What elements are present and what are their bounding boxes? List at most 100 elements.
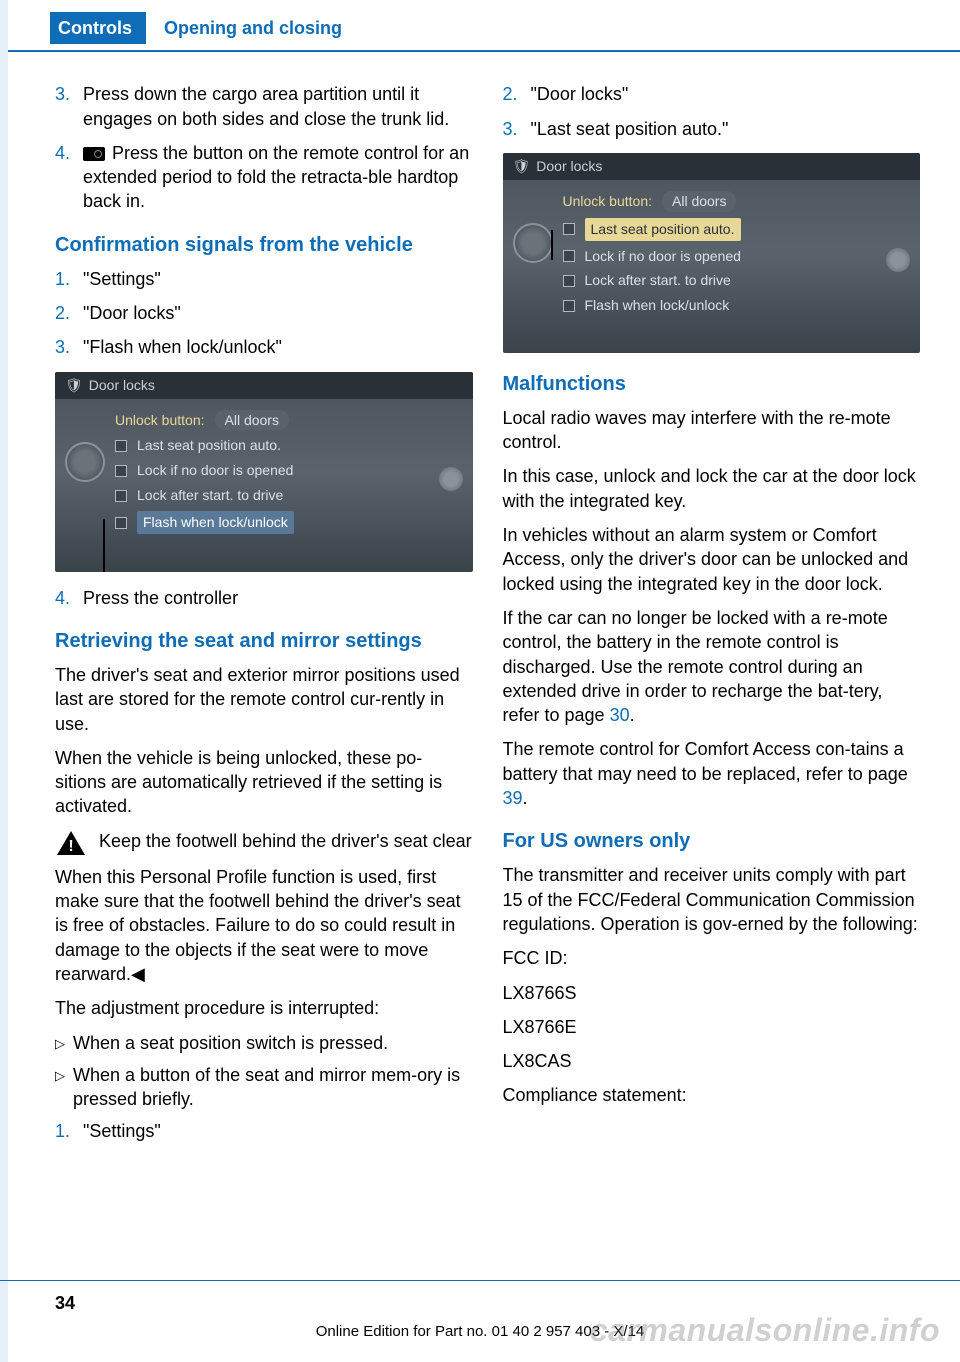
row-text: Lock after start. to drive — [585, 271, 731, 290]
screenshot-body: Unlock button: All doors Last seat posit… — [55, 399, 473, 545]
step-item: 3.Press down the cargo area partition un… — [55, 82, 473, 131]
subheading-malfunctions: Malfunctions — [503, 371, 921, 398]
step-text: Press down the cargo area partition unti… — [83, 82, 473, 131]
step-item: 2."Door locks" — [55, 301, 473, 325]
screenshot-row: Unlock button: All doors — [563, 188, 907, 215]
screenshot-row: Last seat position auto. — [115, 433, 459, 458]
para-text: . — [523, 788, 528, 808]
screenshot-row: Unlock button: All doors — [115, 407, 459, 434]
step-text-inner: Press the button on the remote control f… — [83, 143, 469, 212]
steps-e: 2."Door locks" 3."Last seat position aut… — [503, 82, 921, 141]
checkbox-icon — [115, 517, 127, 529]
bullet-list: When a seat position switch is pressed. … — [55, 1031, 473, 1112]
step-number: 3. — [55, 82, 83, 131]
footer-divider — [0, 1280, 960, 1281]
watermark-text: carmanualsonline.info — [590, 1309, 940, 1352]
step-number: 4. — [55, 586, 83, 610]
unlock-label: Unlock button: — [563, 192, 653, 211]
step-number: 2. — [55, 301, 83, 325]
checkbox-icon — [115, 490, 127, 502]
unlock-label: Unlock button: — [115, 411, 205, 430]
para-text: . — [630, 705, 635, 725]
list-item: When a seat position switch is pressed. — [55, 1031, 473, 1055]
warning-triangle-icon: ! — [55, 829, 87, 857]
subheading-us-owners: For US owners only — [503, 828, 921, 855]
warning-box: ! Keep the footwell behind the driver's … — [55, 829, 473, 857]
bullet-text: When a seat position switch is pressed. — [73, 1031, 388, 1055]
paragraph: When the vehicle is being unlocked, thes… — [55, 746, 473, 819]
paragraph: The adjustment procedure is interrupted: — [55, 996, 473, 1020]
steps-b: 1."Settings" 2."Door locks" 3."Flash whe… — [55, 267, 473, 360]
paragraph: In this case, unlock and lock the car at… — [503, 464, 921, 513]
step-number: 3. — [55, 335, 83, 359]
screenshot-row: Lock after start. to drive — [115, 483, 459, 508]
step-text: "Settings" — [83, 1119, 473, 1143]
row-text: Lock after start. to drive — [137, 486, 283, 505]
screenshot-body: Unlock button: All doors Last seat posit… — [503, 180, 921, 326]
step-item: 3."Last seat position auto." — [503, 117, 921, 141]
screenshot-title: Door locks — [536, 157, 602, 176]
paragraph: FCC ID: — [503, 946, 921, 970]
step-number: 3. — [503, 117, 531, 141]
right-column: 2."Door locks" 3."Last seat position aut… — [503, 82, 921, 1155]
step-text: "Last seat position auto." — [531, 117, 921, 141]
bullet-text: When a button of the seat and mirror mem… — [73, 1063, 473, 1112]
paragraph: In vehicles without an alarm system or C… — [503, 523, 921, 596]
screenshot-header: 🛡 Door locks — [503, 153, 921, 180]
step-number: 2. — [503, 82, 531, 106]
row-text: Lock if no door is opened — [585, 247, 741, 266]
step-text: Press the controller — [83, 586, 473, 610]
list-item: When a button of the seat and mirror mem… — [55, 1063, 473, 1112]
checkbox-icon — [115, 465, 127, 477]
page-link[interactable]: 39 — [503, 788, 523, 808]
screenshot-row: Lock if no door is opened — [563, 244, 907, 269]
header-controls-tab: Controls — [50, 12, 146, 44]
paragraph: LX8CAS — [503, 1049, 921, 1073]
side-bar — [0, 0, 8, 1362]
paragraph: LX8766E — [503, 1015, 921, 1039]
step-item: 1."Settings" — [55, 1119, 473, 1143]
checkbox-icon — [563, 223, 575, 235]
pointer-line — [103, 519, 105, 572]
step-text: "Flash when lock/unlock" — [83, 335, 473, 359]
idrive-screenshot-flash: 🛡 Door locks Unlock button: All doors La… — [55, 372, 473, 572]
step-text: "Door locks" — [83, 301, 473, 325]
step-text: "Door locks" — [531, 82, 921, 106]
pointer-line — [551, 230, 553, 260]
step-number: 1. — [55, 1119, 83, 1143]
svg-text:!: ! — [68, 838, 73, 855]
checkbox-icon — [115, 440, 127, 452]
paragraph: When this Personal Profile function is u… — [55, 865, 473, 986]
steps-c: 4.Press the controller — [55, 586, 473, 610]
step-item: 2."Door locks" — [503, 82, 921, 106]
row-text: Last seat position auto. — [137, 436, 281, 455]
para-text: The remote control for Comfort Access co… — [503, 739, 908, 783]
page-link[interactable]: 30 — [610, 705, 630, 725]
subheading-confirmation: Confirmation signals from the vehicle — [55, 232, 473, 259]
screenshot-row: Flash when lock/unlock — [115, 508, 459, 537]
step-number: 4. — [55, 141, 83, 214]
content-area: 3.Press down the cargo area partition un… — [0, 52, 960, 1155]
paragraph: Compliance statement: — [503, 1083, 921, 1107]
screenshot-row: Lock after start. to drive — [563, 268, 907, 293]
checkbox-icon — [563, 275, 575, 287]
left-column: 3.Press down the cargo area partition un… — [55, 82, 473, 1155]
paragraph: LX8766S — [503, 981, 921, 1005]
step-item: 4.Press the controller — [55, 586, 473, 610]
checkbox-icon — [563, 300, 575, 312]
step-item: 3."Flash when lock/unlock" — [55, 335, 473, 359]
checkbox-icon — [563, 250, 575, 262]
paragraph: The driver's seat and exterior mirror po… — [55, 663, 473, 736]
row-text-highlight: Flash when lock/unlock — [137, 511, 294, 534]
screenshot-header: 🛡 Door locks — [55, 372, 473, 399]
warning-text: Keep the footwell behind the driver's se… — [99, 829, 472, 857]
steps-d: 1."Settings" — [55, 1119, 473, 1143]
paragraph: The transmitter and receiver units compl… — [503, 863, 921, 936]
screenshot-title: Door locks — [89, 376, 155, 395]
paragraph: The remote control for Comfort Access co… — [503, 737, 921, 810]
row-text-highlight: Last seat position auto. — [585, 218, 741, 241]
screenshot-row: Flash when lock/unlock — [563, 293, 907, 318]
screenshot-row: Last seat position auto. — [563, 215, 907, 244]
shield-icon: 🛡 — [513, 157, 531, 176]
step-item: 4. Press the button on the remote contro… — [55, 141, 473, 214]
